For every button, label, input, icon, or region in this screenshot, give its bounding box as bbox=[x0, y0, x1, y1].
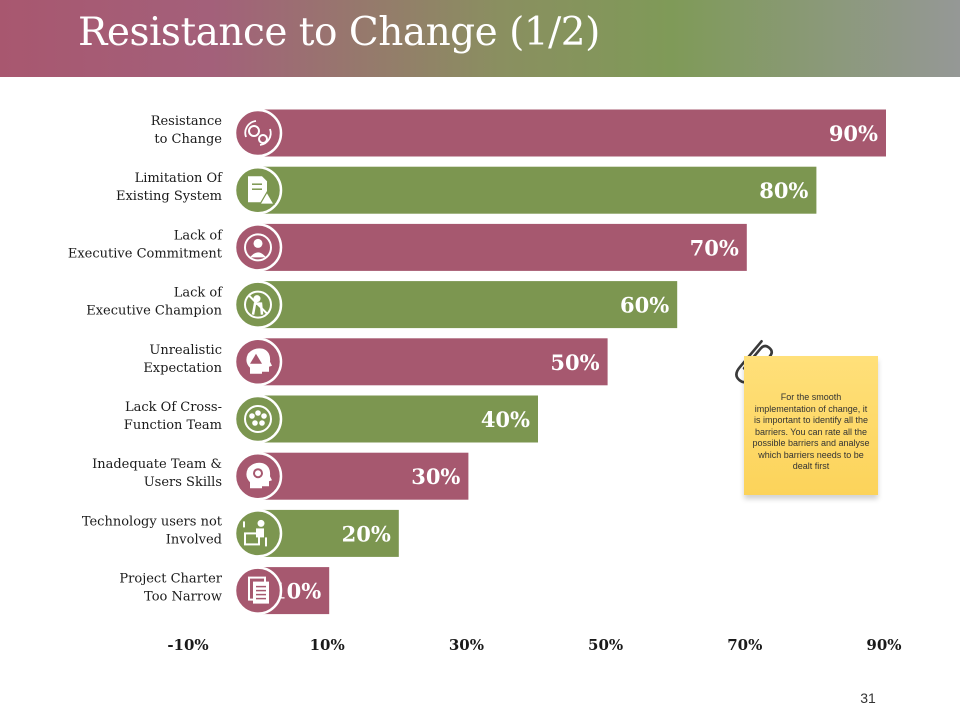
bar-value-label: 90% bbox=[829, 121, 878, 146]
x-tick-label: 10% bbox=[310, 636, 345, 654]
x-tick-label: 90% bbox=[866, 636, 901, 654]
category-label: to Change bbox=[154, 132, 222, 147]
bar-value-label: 20% bbox=[342, 521, 391, 546]
bar bbox=[258, 109, 886, 157]
category-label: Function Team bbox=[124, 418, 222, 433]
team-circle-icon bbox=[244, 405, 272, 433]
page-number: 31 bbox=[860, 690, 876, 706]
category-label: Executive Commitment bbox=[68, 246, 223, 261]
x-tick-label: 70% bbox=[727, 636, 762, 654]
x-tick-label: 30% bbox=[449, 636, 484, 654]
category-label: Too Narrow bbox=[144, 590, 222, 605]
desk-worker-icon bbox=[243, 519, 267, 547]
category-label: Involved bbox=[166, 532, 222, 547]
category-label: Limitation Of bbox=[135, 171, 224, 186]
category-label: Inadequate Team & bbox=[92, 457, 222, 472]
x-tick-label: 50% bbox=[588, 636, 623, 654]
category-label: Expectation bbox=[143, 361, 222, 376]
category-label: Project Charter bbox=[119, 572, 222, 587]
bar bbox=[258, 281, 678, 329]
category-label: Users Skills bbox=[144, 475, 222, 490]
bar-value-label: 30% bbox=[411, 464, 460, 489]
bar bbox=[258, 338, 608, 386]
sticky-note-text: For the smooth implementation of change,… bbox=[752, 392, 870, 471]
category-label: Lack Of Cross- bbox=[125, 400, 222, 415]
bar-value-label: 50% bbox=[550, 350, 599, 375]
category-label: Unrealistic bbox=[149, 343, 222, 358]
bar-value-label: 60% bbox=[620, 293, 669, 318]
sticky-note: For the smooth implementation of change,… bbox=[744, 356, 878, 495]
document-warning-icon bbox=[248, 176, 276, 205]
category-label: Existing System bbox=[116, 189, 222, 204]
head-gear-icon bbox=[246, 462, 272, 489]
bar-value-label: 70% bbox=[690, 235, 739, 260]
x-tick-label: -10% bbox=[167, 636, 208, 654]
category-label: Lack of bbox=[174, 286, 224, 301]
gears-cycle-icon bbox=[244, 120, 272, 146]
head-warning-icon bbox=[246, 348, 272, 374]
bar bbox=[258, 166, 817, 214]
category-label: Resistance bbox=[151, 114, 223, 129]
executive-person-icon bbox=[244, 233, 272, 262]
bar bbox=[258, 223, 747, 271]
bar-value-label: 40% bbox=[481, 407, 530, 432]
category-icon-badge bbox=[233, 394, 283, 444]
title-banner: Resistance to Change (1/2) bbox=[0, 0, 960, 77]
document-list-icon bbox=[248, 576, 269, 604]
bar bbox=[258, 395, 538, 443]
category-label: Executive Champion bbox=[86, 304, 222, 319]
bar-value-label: 80% bbox=[759, 178, 808, 203]
category-label: Technology users not bbox=[82, 514, 223, 529]
bar bbox=[258, 452, 469, 500]
slide-title: Resistance to Change (1/2) bbox=[78, 10, 600, 55]
category-label: Lack of bbox=[174, 228, 224, 243]
no-person-icon bbox=[244, 290, 272, 319]
